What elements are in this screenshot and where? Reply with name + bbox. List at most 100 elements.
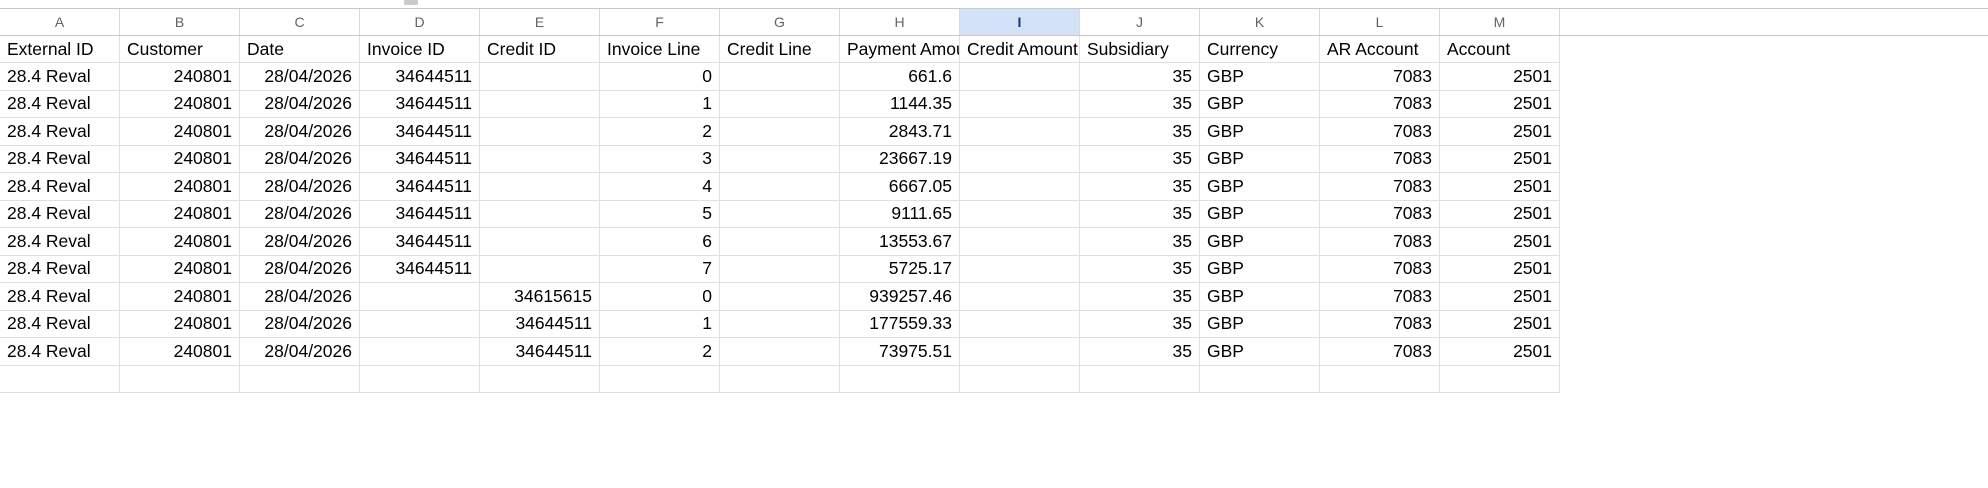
- cell-F11[interactable]: 1: [600, 310, 720, 338]
- cell-G11[interactable]: [720, 310, 840, 338]
- column-title-a[interactable]: External ID: [0, 36, 120, 63]
- cell-K2[interactable]: GBP: [1200, 63, 1320, 91]
- cell-E4[interactable]: [480, 118, 600, 146]
- cell-I13[interactable]: [960, 365, 1080, 393]
- table-row[interactable]: 28.4 Reval 240801 28/04/2026 34644511 2 2843.…: [0, 118, 1988, 146]
- cell-M7[interactable]: 2501: [1440, 200, 1560, 228]
- column-header-g[interactable]: G: [720, 9, 840, 35]
- cell-K9[interactable]: GBP: [1200, 255, 1320, 283]
- cell-K6[interactable]: GBP: [1200, 173, 1320, 201]
- cell-M6[interactable]: 2501: [1440, 173, 1560, 201]
- cell-K4[interactable]: GBP: [1200, 118, 1320, 146]
- cell-F3[interactable]: 1: [600, 90, 720, 118]
- cell-B3[interactable]: 240801: [120, 90, 240, 118]
- cell-C11[interactable]: 28/04/2026: [240, 310, 360, 338]
- cell-H9[interactable]: 5725.17: [840, 255, 960, 283]
- cell-F9[interactable]: 7: [600, 255, 720, 283]
- cell-L12[interactable]: 7083: [1320, 338, 1440, 366]
- cell-I11[interactable]: [960, 310, 1080, 338]
- cell-G13[interactable]: [720, 365, 840, 393]
- cell-A7[interactable]: 28.4 Reval: [0, 200, 120, 228]
- cell-B5[interactable]: 240801: [120, 145, 240, 173]
- column-title-e[interactable]: Credit ID: [480, 36, 600, 63]
- cell-E5[interactable]: [480, 145, 600, 173]
- cell-L4[interactable]: 7083: [1320, 118, 1440, 146]
- table-row[interactable]: 28.4 Reval 240801 28/04/2026 34644511 1 17755…: [0, 310, 1988, 338]
- cell-M13[interactable]: [1440, 365, 1560, 393]
- table-row[interactable]: 28.4 Reval 240801 28/04/2026 34615615 0 93925…: [0, 283, 1988, 311]
- cell-M11[interactable]: 2501: [1440, 310, 1560, 338]
- cell-A2[interactable]: 28.4 Reval: [0, 63, 120, 91]
- cell-G2[interactable]: [720, 63, 840, 91]
- cell-H3[interactable]: 1144.35: [840, 90, 960, 118]
- cell-B4[interactable]: 240801: [120, 118, 240, 146]
- table-row[interactable]: 28.4 Reval 240801 28/04/2026 34644511 6 13553…: [0, 228, 1988, 256]
- cell-A4[interactable]: 28.4 Reval: [0, 118, 120, 146]
- cell-B10[interactable]: 240801: [120, 283, 240, 311]
- cell-K3[interactable]: GBP: [1200, 90, 1320, 118]
- cell-B11[interactable]: 240801: [120, 310, 240, 338]
- table-row[interactable]: 28.4 Reval 240801 28/04/2026 34644511 0 661.6…: [0, 63, 1988, 91]
- cell-A6[interactable]: 28.4 Reval: [0, 173, 120, 201]
- cell-J12[interactable]: 35: [1080, 338, 1200, 366]
- cell-J9[interactable]: 35: [1080, 255, 1200, 283]
- cell-G8[interactable]: [720, 228, 840, 256]
- cell-C12[interactable]: 28/04/2026: [240, 338, 360, 366]
- cell-J7[interactable]: 35: [1080, 200, 1200, 228]
- cell-L11[interactable]: 7083: [1320, 310, 1440, 338]
- cell-A3[interactable]: 28.4 Reval: [0, 90, 120, 118]
- cell-C7[interactable]: 28/04/2026: [240, 200, 360, 228]
- cell-C3[interactable]: 28/04/2026: [240, 90, 360, 118]
- cell-C9[interactable]: 28/04/2026: [240, 255, 360, 283]
- cell-M5[interactable]: 2501: [1440, 145, 1560, 173]
- column-header-h[interactable]: H: [840, 9, 960, 35]
- cell-G6[interactable]: [720, 173, 840, 201]
- cell-L7[interactable]: 7083: [1320, 200, 1440, 228]
- cell-J11[interactable]: 35: [1080, 310, 1200, 338]
- cell-B2[interactable]: 240801: [120, 63, 240, 91]
- cell-E3[interactable]: [480, 90, 600, 118]
- cell-J2[interactable]: 35: [1080, 63, 1200, 91]
- column-header-f[interactable]: F: [600, 9, 720, 35]
- column-header-a[interactable]: A: [0, 9, 120, 35]
- cell-I12[interactable]: [960, 338, 1080, 366]
- cell-A12[interactable]: 28.4 Reval: [0, 338, 120, 366]
- cell-M3[interactable]: 2501: [1440, 90, 1560, 118]
- cell-H6[interactable]: 6667.05: [840, 173, 960, 201]
- column-header-k[interactable]: K: [1200, 9, 1320, 35]
- column-header-m[interactable]: M: [1440, 9, 1560, 35]
- cell-D3[interactable]: 34644511: [360, 90, 480, 118]
- cell-E12[interactable]: 34644511: [480, 338, 600, 366]
- cell-L10[interactable]: 7083: [1320, 283, 1440, 311]
- cell-J10[interactable]: 35: [1080, 283, 1200, 311]
- cell-A5[interactable]: 28.4 Reval: [0, 145, 120, 173]
- column-header-e[interactable]: E: [480, 9, 600, 35]
- column-header-d[interactable]: D: [360, 9, 480, 35]
- cell-I9[interactable]: [960, 255, 1080, 283]
- cell-C6[interactable]: 28/04/2026: [240, 173, 360, 201]
- cell-H5[interactable]: 23667.19: [840, 145, 960, 173]
- column-title-d[interactable]: Invoice ID: [360, 36, 480, 63]
- cell-D10[interactable]: [360, 283, 480, 311]
- cell-K12[interactable]: GBP: [1200, 338, 1320, 366]
- table-row[interactable]: 28.4 Reval 240801 28/04/2026 34644511 7 5725.…: [0, 255, 1988, 283]
- cell-K11[interactable]: GBP: [1200, 310, 1320, 338]
- cell-D2[interactable]: 34644511: [360, 63, 480, 91]
- cell-M9[interactable]: 2501: [1440, 255, 1560, 283]
- column-title-b[interactable]: Customer: [120, 36, 240, 63]
- table-row[interactable]: 28.4 Reval 240801 28/04/2026 34644511 5 9111.…: [0, 200, 1988, 228]
- cell-F8[interactable]: 6: [600, 228, 720, 256]
- cell-D6[interactable]: 34644511: [360, 173, 480, 201]
- cell-L8[interactable]: 7083: [1320, 228, 1440, 256]
- cell-M10[interactable]: 2501: [1440, 283, 1560, 311]
- cell-L5[interactable]: 7083: [1320, 145, 1440, 173]
- cell-E7[interactable]: [480, 200, 600, 228]
- cell-B8[interactable]: 240801: [120, 228, 240, 256]
- column-header-j[interactable]: J: [1080, 9, 1200, 35]
- cell-D9[interactable]: 34644511: [360, 255, 480, 283]
- column-header-l[interactable]: L: [1320, 9, 1440, 35]
- cell-E2[interactable]: [480, 63, 600, 91]
- cell-D11[interactable]: [360, 310, 480, 338]
- cell-I10[interactable]: [960, 283, 1080, 311]
